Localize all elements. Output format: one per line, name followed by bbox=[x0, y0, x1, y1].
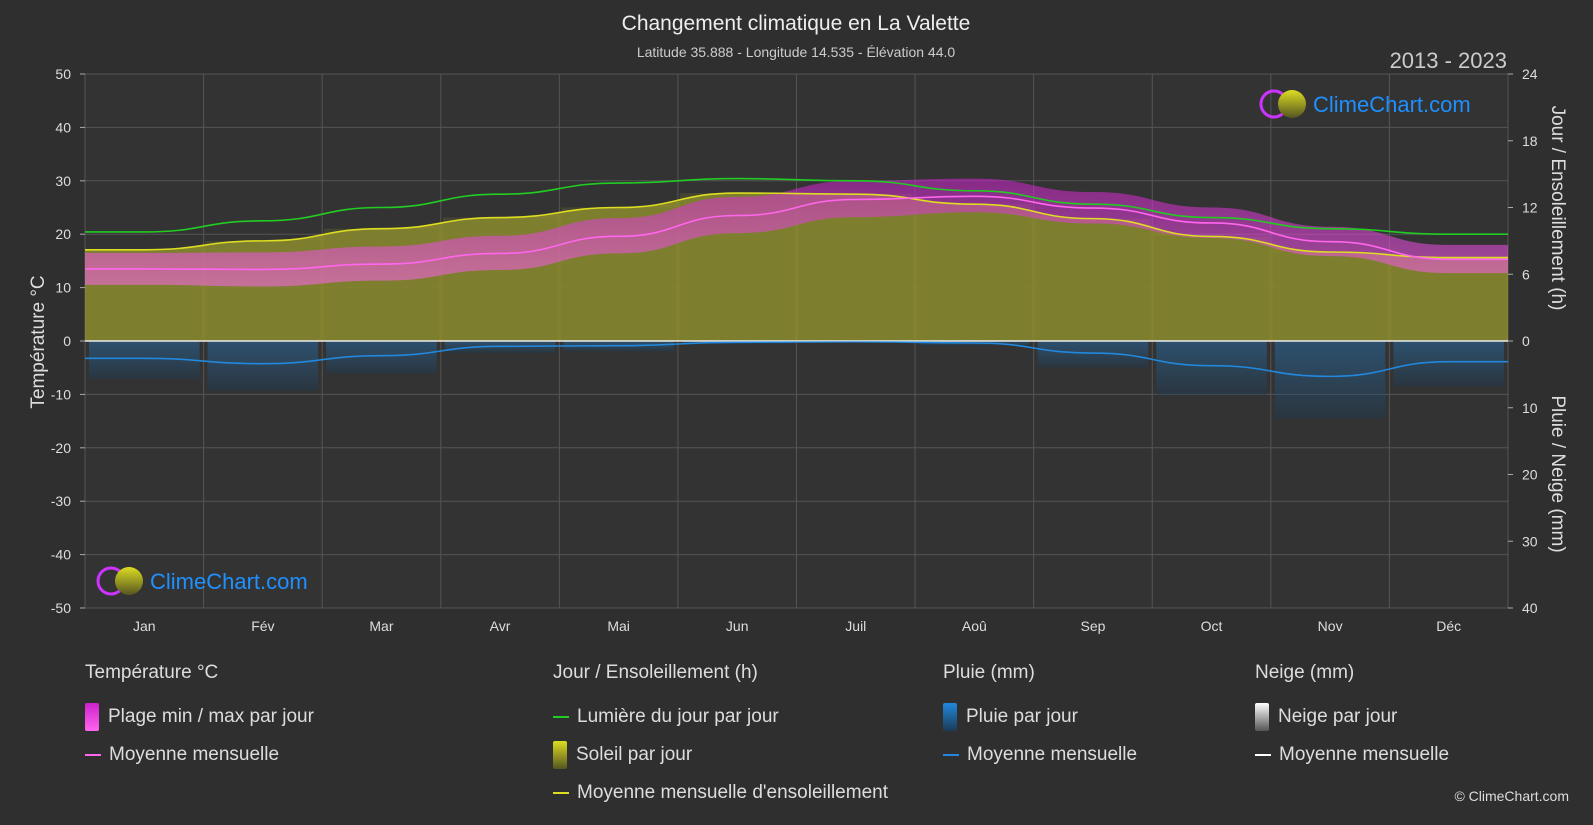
line-swatch bbox=[85, 754, 101, 756]
legend-item: Moyenne mensuelle bbox=[1255, 736, 1449, 774]
logo-sun-icon bbox=[1278, 90, 1306, 118]
right-axis-bottom-label: Pluie / Neige (mm) bbox=[1547, 395, 1568, 552]
range-swatch bbox=[85, 703, 99, 731]
logo-sun-icon bbox=[115, 567, 143, 595]
left-tick-label: 50 bbox=[55, 66, 71, 82]
legend-label: Pluie par jour bbox=[966, 706, 1078, 727]
rain-bar bbox=[1037, 341, 1149, 368]
legend-rain: Pluie (mm) Pluie par jour Moyenne mensue… bbox=[943, 662, 1137, 774]
axes: 50 40 30 20 10 0 -10 -20 -30 -40 -50 24 18 12 6 0 10 20 30… bbox=[51, 66, 1538, 634]
legend-label: Moyenne mensuelle bbox=[967, 744, 1138, 765]
rain-mean-line bbox=[85, 340, 1508, 378]
month-label: Fév bbox=[251, 618, 274, 634]
left-tick-label: 30 bbox=[55, 173, 71, 189]
left-tick-label: -50 bbox=[51, 600, 71, 616]
sunshine-mean-line bbox=[84, 192, 1509, 259]
copyright: © ClimeChart.com bbox=[1454, 788, 1569, 804]
right-bottom-tick-label: 20 bbox=[1522, 467, 1538, 483]
line-swatch bbox=[553, 716, 569, 718]
sunshine-bar bbox=[1035, 218, 1151, 341]
right-top-tick-label: 0 bbox=[1522, 333, 1530, 349]
snow-swatch bbox=[1255, 703, 1269, 731]
left-tick-label: 0 bbox=[63, 333, 71, 349]
left-tick-label: 20 bbox=[55, 226, 71, 242]
month-label: Aoû bbox=[962, 618, 987, 634]
right-axis-top-label: Jour / Ensoleillement (h) bbox=[1547, 106, 1568, 311]
brand-logo-bottom[interactable]: ClimeChart.com bbox=[96, 566, 308, 596]
period-label: 2013 - 2023 bbox=[1390, 48, 1507, 73]
legend-heading: Jour / Ensoleillement (h) bbox=[553, 662, 758, 683]
month-label: Juil bbox=[845, 618, 866, 634]
right-top-tick-label: 24 bbox=[1522, 66, 1538, 82]
chart-subtitle: Latitude 35.888 - Longitude 14.535 - Élé… bbox=[637, 44, 956, 60]
line-swatch bbox=[943, 754, 959, 756]
plot-lines bbox=[84, 177, 1509, 378]
right-bottom-tick-label: 40 bbox=[1522, 600, 1538, 616]
sunshine-bar bbox=[1154, 236, 1269, 341]
sun-swatch bbox=[553, 741, 567, 769]
legend-label: Moyenne mensuelle bbox=[109, 744, 280, 765]
right-bottom-tick-label: 10 bbox=[1522, 400, 1538, 416]
legend-heading: Pluie (mm) bbox=[943, 662, 1035, 683]
legend-label: Neige par jour bbox=[1278, 706, 1398, 727]
month-label: Jan bbox=[133, 618, 156, 634]
rain-bar bbox=[1274, 341, 1386, 419]
legend-temperature: Température °C Plage min / max par jour … bbox=[85, 662, 314, 774]
left-tick-label: 40 bbox=[55, 119, 71, 135]
legend-item: Moyenne mensuelle bbox=[943, 736, 1137, 774]
legend-label: Moyenne mensuelle bbox=[1279, 744, 1450, 765]
left-tick-label: -10 bbox=[51, 386, 71, 402]
legend-item: Moyenne mensuelle d'ensoleillement bbox=[553, 774, 888, 812]
legend-item: Neige par jour bbox=[1255, 698, 1449, 736]
temperature-mean-line bbox=[85, 195, 1508, 271]
right-top-tick-label: 18 bbox=[1522, 133, 1538, 149]
legend-sun: Jour / Ensoleillement (h) Lumière du jou… bbox=[553, 662, 888, 812]
legend-snow: Neige (mm) Neige par jour Moyenne mensue… bbox=[1255, 662, 1449, 774]
brand-name-bottom: ClimeChart.com bbox=[150, 569, 308, 594]
left-tick-label: 10 bbox=[55, 280, 71, 296]
right-top-tick-label: 6 bbox=[1522, 266, 1530, 282]
month-label: Sep bbox=[1080, 618, 1105, 634]
line-swatch bbox=[553, 792, 569, 794]
legend-label: Moyenne mensuelle d'ensoleillement bbox=[577, 782, 888, 803]
brand-logo-top[interactable]: ClimeChart.com bbox=[1259, 89, 1471, 119]
sunshine-bar bbox=[917, 204, 1032, 341]
rain-swatch bbox=[943, 703, 957, 731]
line-swatch bbox=[1255, 754, 1271, 756]
right-bottom-tick-label: 30 bbox=[1522, 533, 1538, 549]
legend-item: Pluie par jour bbox=[943, 698, 1137, 736]
legend-heading: Température °C bbox=[85, 662, 219, 683]
legend-item: Soleil par jour bbox=[553, 736, 888, 774]
left-tick-label: -40 bbox=[51, 547, 71, 563]
legend-heading: Neige (mm) bbox=[1255, 662, 1355, 683]
rain-bar bbox=[207, 341, 319, 391]
month-label: Oct bbox=[1201, 618, 1223, 634]
legend-label: Plage min / max par jour bbox=[108, 706, 314, 727]
left-tick-label: -30 bbox=[51, 493, 71, 509]
month-label: Jun bbox=[726, 618, 749, 634]
left-tick-label: -20 bbox=[51, 440, 71, 456]
month-label: Mai bbox=[607, 618, 630, 634]
month-label: Mar bbox=[369, 618, 393, 634]
left-axis-label: Température °C bbox=[28, 275, 49, 408]
right-top-tick-label: 12 bbox=[1522, 200, 1538, 216]
legend-label: Lumière du jour par jour bbox=[577, 706, 779, 727]
legend-label: Soleil par jour bbox=[576, 744, 693, 765]
chart-title: Changement climatique en La Valette bbox=[622, 12, 971, 35]
month-label: Avr bbox=[490, 618, 511, 634]
month-label: Déc bbox=[1436, 618, 1461, 634]
legend-item: Lumière du jour par jour bbox=[553, 698, 888, 736]
month-label: Nov bbox=[1318, 618, 1343, 634]
sunshine-bar bbox=[1272, 252, 1388, 341]
brand-name-top: ClimeChart.com bbox=[1313, 92, 1471, 117]
climate-chart: Changement climatique en La Valette Lati… bbox=[28, 12, 1568, 634]
legend-item: Moyenne mensuelle bbox=[85, 736, 314, 774]
legend-item: Plage min / max par jour bbox=[85, 698, 314, 736]
daylight-line bbox=[84, 177, 1508, 235]
